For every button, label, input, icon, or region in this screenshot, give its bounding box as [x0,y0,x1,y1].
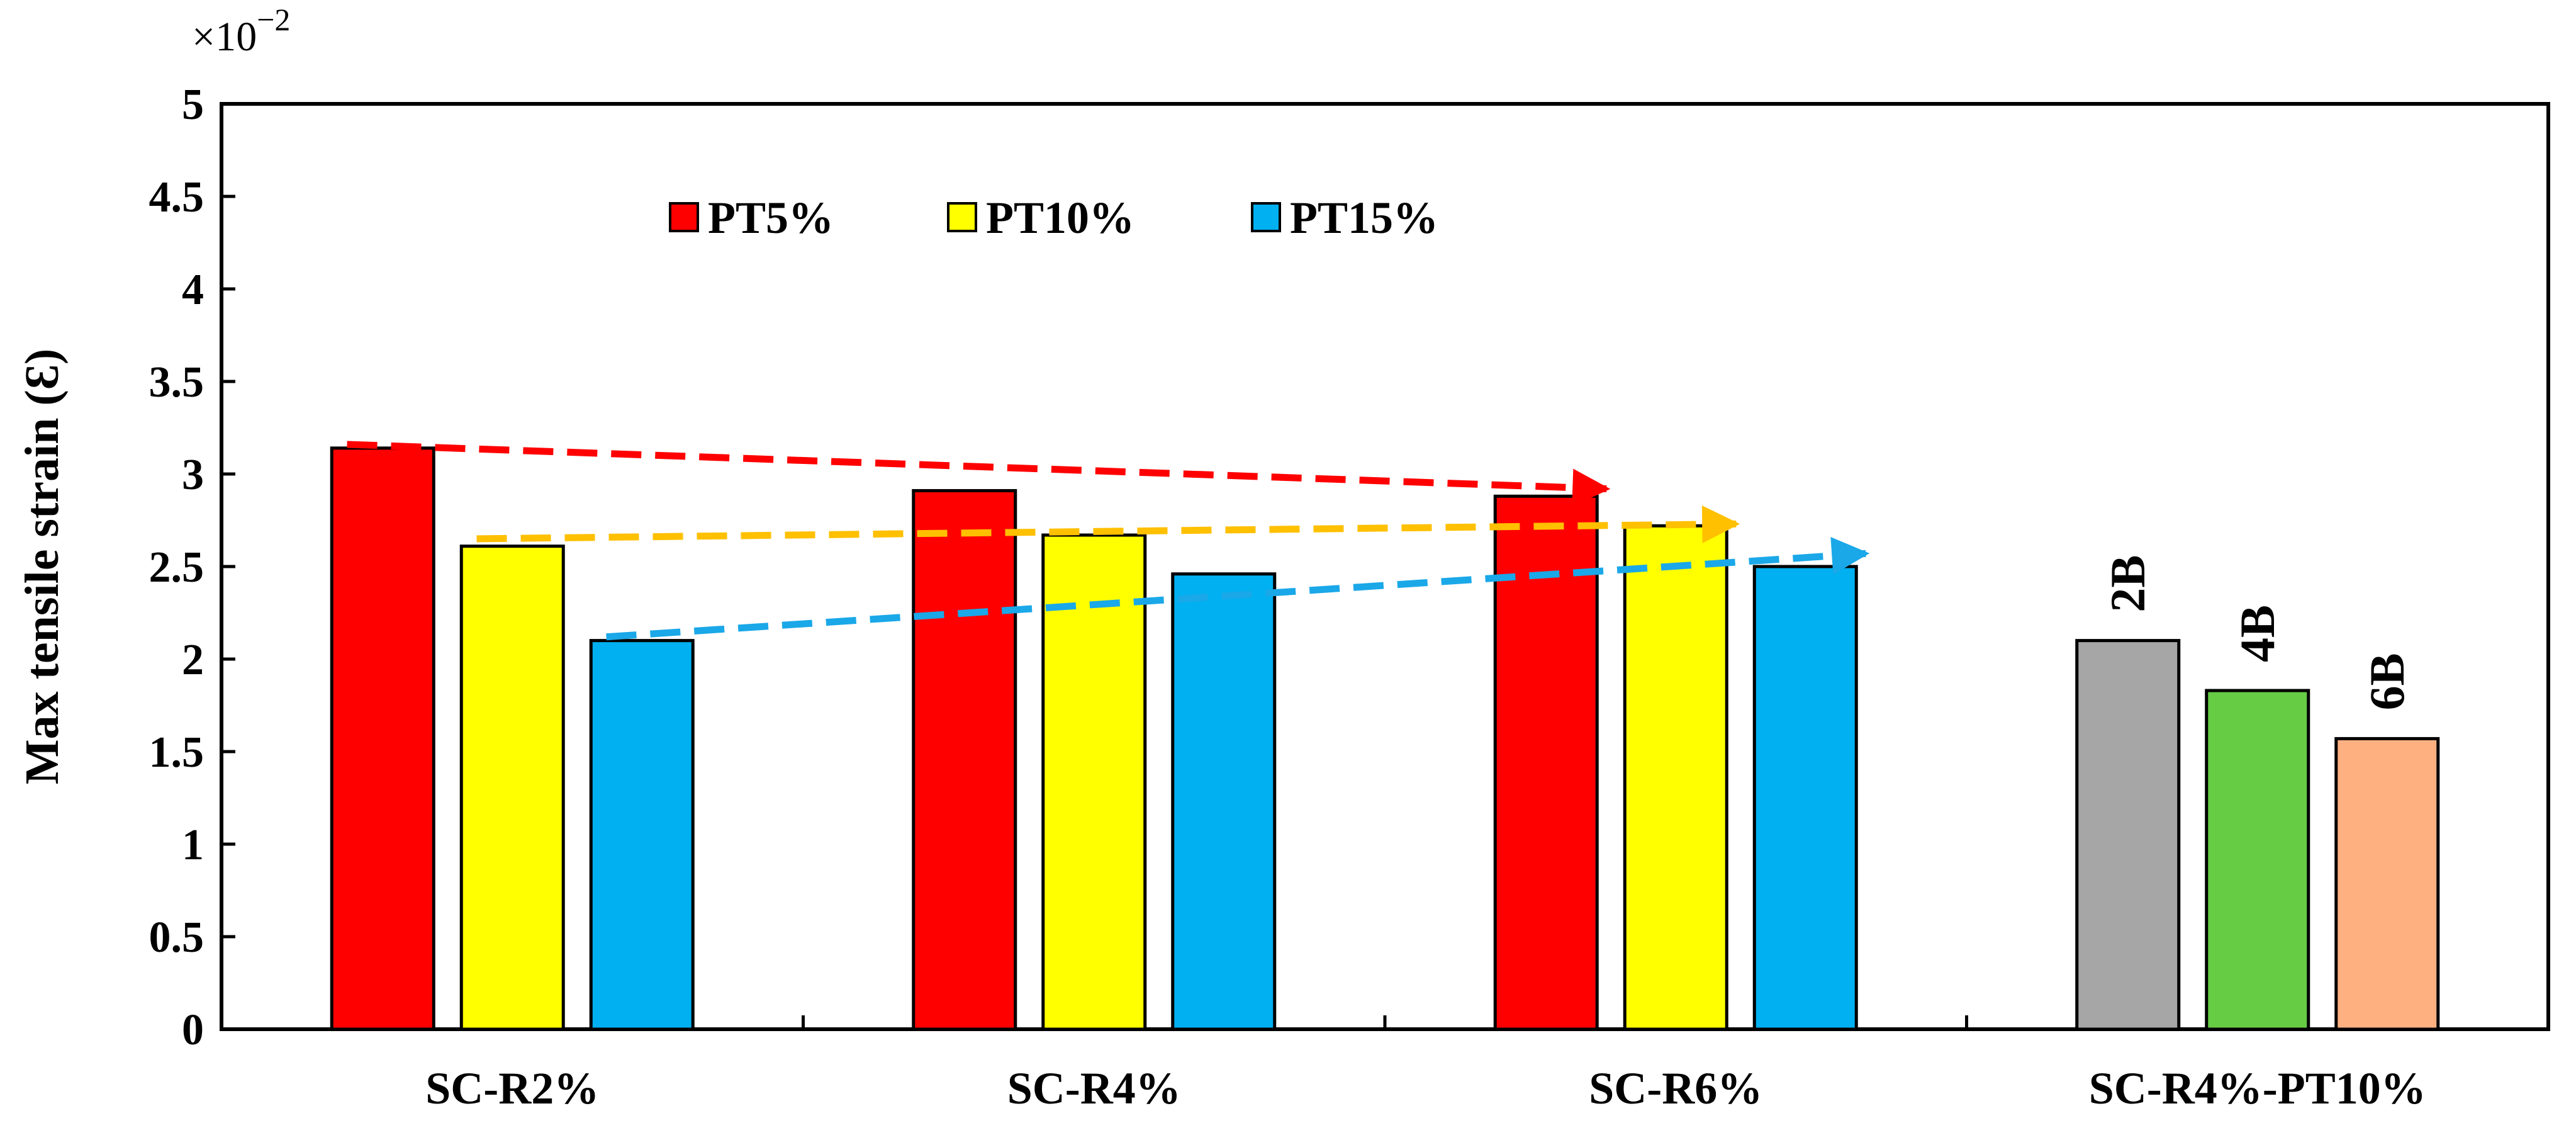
y-tick-label: 3 [182,451,204,499]
y-axis-label: Max tensile strain (Ɛ) [16,349,69,784]
bar-pt15pct-sc-r4pct [1171,572,1277,1031]
legend-label-pt5pct: PT5% [708,193,834,243]
bar-labels: 2B 4B 6B [2100,555,2414,711]
bar-pt5pct-sc-r2pct [330,446,435,1031]
bar-2b-sc-r4pct-pt10pct [2075,639,2181,1031]
y-tick-label: 4.5 [149,173,204,222]
bar-pt10pct-sc-r6pct [1623,524,1728,1031]
bar-pt15pct-sc-r2pct [589,639,695,1031]
y-tick-label: 2.5 [149,543,204,592]
y-tick-label: 5 [182,81,204,129]
y-axis: 0 0.5 1 1.5 2 2.5 3 3.5 4 4.5 5 [149,81,235,1054]
bar-pt5pct-sc-r4pct [912,488,1017,1031]
legend-label-pt15pct: PT15% [1290,193,1438,243]
x-tick-label-sc-r2pct: SC-R2% [425,1063,599,1114]
legend-label-pt10pct: PT10% [986,193,1134,243]
trend-arrows [347,441,1870,641]
bar-6b-sc-r4pct-pt10pct [2334,736,2440,1031]
legend-swatch-pt5pct [669,202,699,232]
trend-arrow-pt10pct [476,505,1740,544]
bar-pt15pct-sc-r6pct [1752,565,1858,1031]
legend-swatch-pt10pct [947,202,977,232]
legend: PT5% PT10% PT15% [669,193,1438,243]
x-tick-label-sc-r6pct: SC-R6% [1589,1063,1762,1114]
y-tick-label: 1.5 [149,728,204,777]
bar-4b-sc-r4pct-pt10pct [2205,689,2310,1031]
y-tick-label: 0.5 [149,913,204,962]
x-tick-label-sc-r4pct: SC-R4% [1007,1063,1181,1114]
x-tick-label-sc-r4pct-pt10pct: SC-R4%-PT10% [2089,1063,2426,1114]
legend-swatch-pt15pct [1251,202,1281,232]
y-tick-label: 0 [182,1006,204,1054]
bar-pt10pct-sc-r2pct [459,545,565,1031]
bar-label-2b: 2B [2100,555,2155,612]
bar-pt5pct-sc-r6pct [1493,494,1599,1031]
bars [330,446,2440,1031]
trend-arrow-pt15pct [606,537,1870,641]
trend-arrow-pt5pct [347,441,1611,507]
y-tick-label: 2 [182,636,204,684]
bar-label-6b: 6B [2360,653,2414,710]
y-tick-label: 3.5 [149,358,204,407]
y-tick-label: 4 [182,266,204,314]
x-axis: SC-R2% SC-R4% SC-R6% SC-R4%-PT10% [425,1015,2426,1114]
bar-label-4b: 4B [2230,605,2285,662]
bar-pt10pct-sc-r4pct [1041,533,1147,1031]
y-tick-label: 1 [182,821,204,869]
y-multiplier: ×10−2 [192,2,290,60]
